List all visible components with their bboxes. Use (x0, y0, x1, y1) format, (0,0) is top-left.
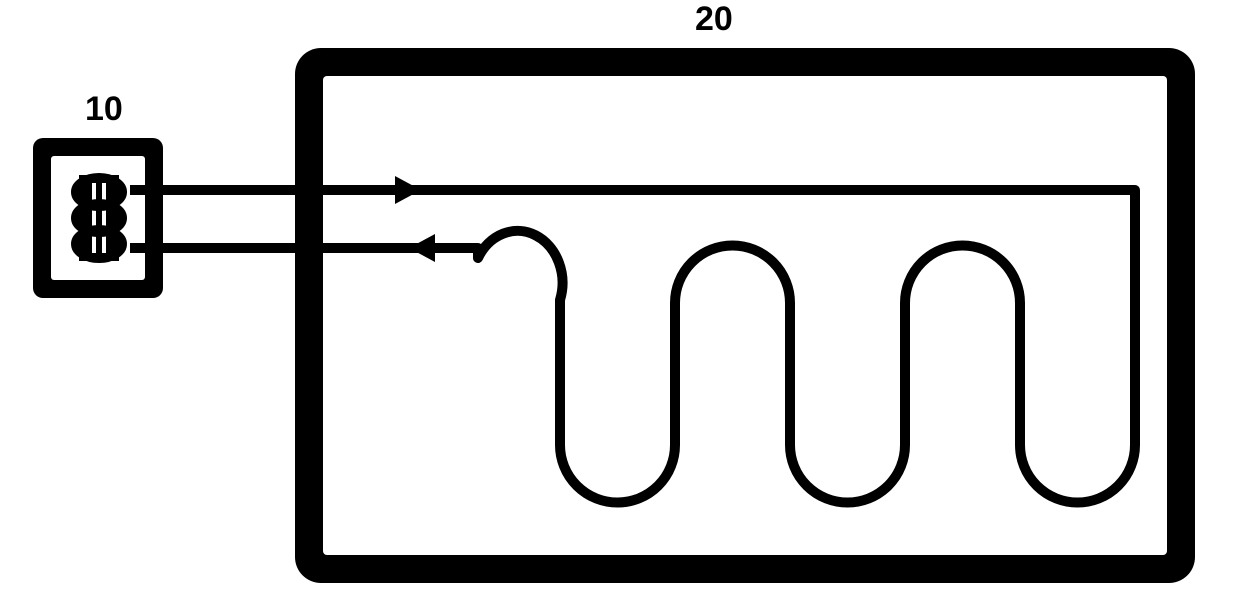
pump-icon (75, 177, 123, 259)
diagram-canvas: 10 20 (0, 0, 1240, 608)
diagram-svg (0, 0, 1240, 608)
